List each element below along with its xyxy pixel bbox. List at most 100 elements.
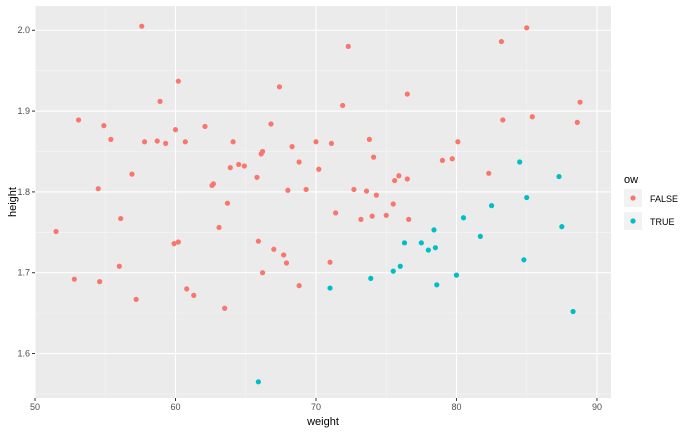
data-point-false (191, 292, 197, 298)
data-point-false (345, 43, 351, 50)
data-point-true (434, 282, 440, 288)
data-point-false (241, 163, 247, 169)
data-point-false (133, 296, 139, 302)
data-point-false (276, 84, 283, 90)
data-point-false (53, 228, 59, 235)
data-point-false (449, 156, 455, 162)
data-point-false (524, 25, 530, 31)
data-point-false (171, 241, 177, 247)
data-point-false (224, 200, 231, 206)
data-point-true (390, 268, 396, 274)
data-point-false (404, 176, 410, 182)
data-point-false (259, 148, 266, 155)
data-point-false (95, 186, 101, 192)
data-point-false (373, 192, 379, 198)
data-point-true (432, 245, 438, 251)
data-point-false (216, 224, 222, 231)
data-point-true (425, 247, 431, 253)
data-point-true (556, 173, 562, 180)
data-point-false (118, 215, 124, 222)
data-point-false (404, 91, 410, 97)
data-point-true (460, 215, 467, 221)
y-tick-label: 2.0 (17, 25, 30, 35)
legend: ow FALSE TRUE (624, 174, 678, 230)
data-point-false (351, 186, 357, 193)
data-point-true (570, 308, 576, 315)
data-point-false (157, 98, 163, 104)
legend-swatch-false (630, 195, 636, 201)
data-point-true (397, 263, 403, 269)
data-point-false (254, 174, 260, 180)
y-tick-label: 1.9 (17, 106, 30, 116)
data-point-false (313, 139, 319, 145)
data-point-true (453, 272, 460, 278)
x-axis-title: weight (306, 416, 339, 428)
x-tick-label: 80 (451, 402, 461, 412)
data-point-false (227, 165, 233, 171)
data-point-false (175, 239, 181, 245)
x-tick-label: 90 (592, 402, 602, 412)
x-tick-label: 50 (30, 402, 40, 412)
legend-label-false: FALSE (650, 194, 678, 204)
data-point-false (327, 259, 333, 265)
data-point-false (101, 123, 107, 129)
y-tick-label: 1.8 (17, 187, 30, 197)
x-tick-label: 60 (170, 402, 180, 412)
data-point-false (141, 139, 148, 145)
data-point-true (368, 275, 374, 281)
data-point-false (139, 23, 145, 29)
data-point-true (431, 227, 437, 233)
data-point-true (521, 257, 527, 263)
plot-panel (35, 6, 611, 398)
data-point-false (271, 246, 277, 252)
data-point-false (172, 127, 179, 133)
legend-title: ow (624, 174, 638, 186)
data-point-false (577, 99, 583, 105)
data-point-true (524, 194, 530, 201)
data-point-false (340, 102, 346, 109)
y-axis-ticks: 1.6 1.7 1.8 1.9 2.0 (17, 25, 35, 359)
data-point-false (97, 279, 103, 285)
data-point-false (574, 119, 580, 125)
data-point-false (129, 171, 135, 177)
data-point-true (418, 240, 424, 246)
data-point-false (363, 188, 370, 194)
data-point-true (559, 224, 565, 230)
data-point-false (230, 139, 236, 145)
data-point-false (163, 140, 169, 147)
legend-swatch-true (630, 218, 636, 224)
legend-label-true: TRUE (650, 217, 675, 227)
data-point-false (328, 140, 335, 147)
data-point-false (108, 136, 114, 142)
data-point-false (316, 166, 322, 172)
data-point-false (268, 121, 274, 127)
data-point-false (529, 114, 535, 120)
data-point-true (327, 285, 333, 291)
data-point-false (255, 238, 261, 244)
data-point-false (396, 173, 402, 179)
data-point-false (390, 201, 396, 207)
data-point-false (333, 210, 339, 216)
data-point-false (154, 138, 160, 144)
data-point-false (202, 123, 208, 130)
data-point-false (296, 159, 302, 165)
data-point-true (255, 379, 261, 385)
data-point-false (455, 139, 461, 145)
data-point-false (182, 139, 188, 145)
y-axis-title: height (7, 187, 19, 217)
data-point-false (210, 181, 217, 187)
data-point-false (296, 283, 302, 289)
data-point-false (303, 186, 309, 193)
x-tick-label: 70 (311, 402, 321, 412)
data-point-false (366, 136, 372, 142)
major-gridlines (34, 6, 611, 398)
data-point-false (285, 187, 291, 193)
y-tick-label: 1.6 (17, 349, 30, 359)
data-point-true (477, 233, 483, 239)
data-point-false (116, 263, 122, 269)
data-point-true (401, 240, 408, 246)
data-point-false (498, 38, 505, 45)
data-point-false (175, 78, 181, 84)
data-point-true (488, 203, 495, 209)
